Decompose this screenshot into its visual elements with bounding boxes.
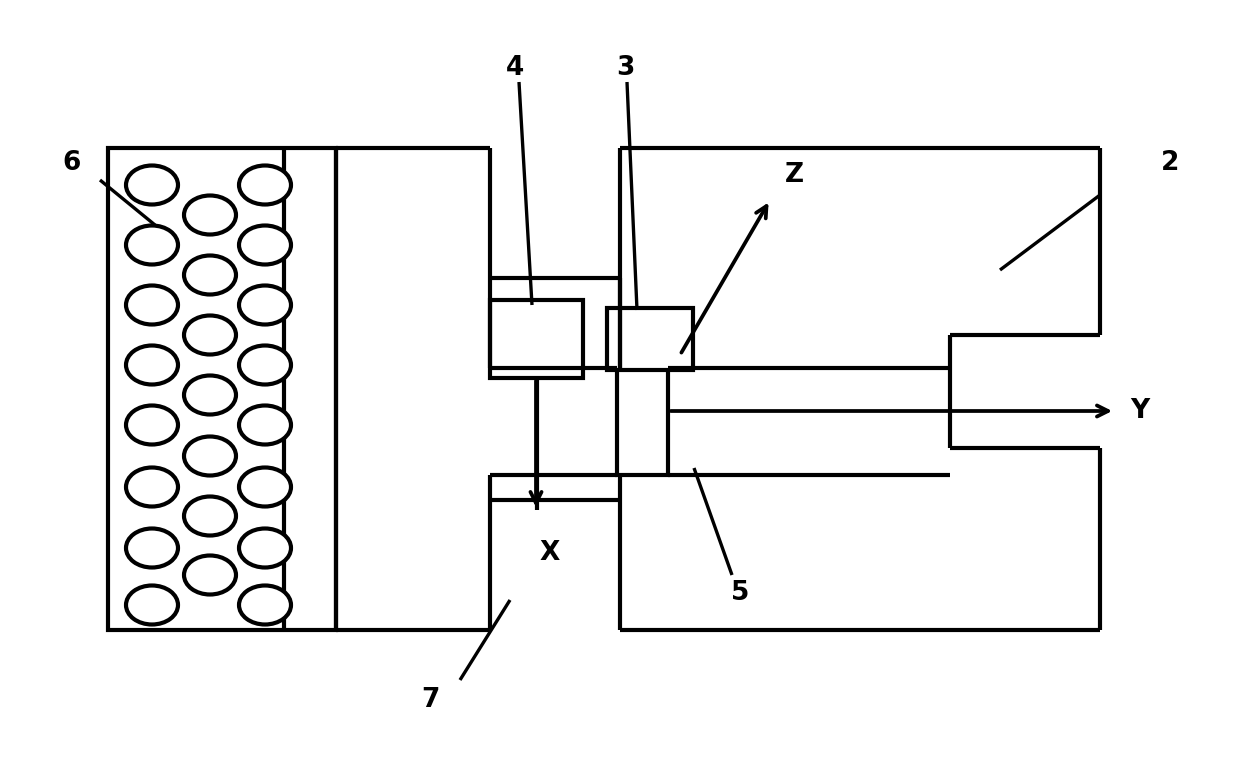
Ellipse shape (184, 376, 236, 415)
Ellipse shape (239, 528, 291, 567)
Ellipse shape (140, 296, 164, 314)
Text: 6: 6 (63, 150, 81, 176)
Ellipse shape (140, 478, 164, 496)
Ellipse shape (184, 255, 236, 295)
Ellipse shape (198, 326, 222, 344)
Bar (608, 308, 693, 370)
Ellipse shape (140, 539, 164, 557)
Ellipse shape (253, 176, 277, 194)
Ellipse shape (184, 496, 236, 535)
Ellipse shape (126, 166, 179, 205)
Ellipse shape (239, 286, 291, 324)
Ellipse shape (253, 596, 277, 614)
Ellipse shape (126, 528, 179, 567)
Ellipse shape (184, 195, 236, 234)
Ellipse shape (126, 468, 179, 506)
Ellipse shape (184, 555, 236, 594)
Ellipse shape (198, 386, 222, 404)
Bar (490, 300, 583, 378)
Ellipse shape (126, 226, 179, 265)
Ellipse shape (198, 566, 222, 584)
Ellipse shape (140, 416, 164, 434)
Ellipse shape (239, 166, 291, 205)
Ellipse shape (239, 345, 291, 384)
Ellipse shape (184, 316, 236, 355)
Ellipse shape (140, 356, 164, 374)
Ellipse shape (253, 296, 277, 314)
Bar (618, 368, 668, 475)
Ellipse shape (126, 286, 179, 324)
Ellipse shape (140, 236, 164, 254)
Text: 2: 2 (1161, 150, 1179, 176)
Ellipse shape (126, 586, 179, 625)
Text: X: X (539, 540, 560, 566)
Text: 7: 7 (420, 687, 439, 713)
Ellipse shape (239, 226, 291, 265)
Ellipse shape (253, 416, 277, 434)
Ellipse shape (198, 266, 222, 284)
Ellipse shape (140, 596, 164, 614)
Ellipse shape (198, 206, 222, 224)
Ellipse shape (253, 478, 277, 496)
Ellipse shape (184, 436, 236, 475)
Ellipse shape (198, 507, 222, 525)
Ellipse shape (253, 539, 277, 557)
Ellipse shape (253, 236, 277, 254)
Text: 4: 4 (506, 55, 525, 81)
Ellipse shape (239, 468, 291, 506)
Ellipse shape (239, 405, 291, 444)
Ellipse shape (140, 176, 164, 194)
Ellipse shape (253, 356, 277, 374)
Bar (108, 148, 336, 630)
Ellipse shape (198, 447, 222, 465)
Text: 3: 3 (616, 55, 634, 81)
Ellipse shape (126, 345, 179, 384)
Ellipse shape (126, 405, 179, 444)
Ellipse shape (239, 586, 291, 625)
Text: Z: Z (785, 162, 804, 188)
Text: 5: 5 (730, 580, 749, 606)
Text: Y: Y (1130, 398, 1149, 424)
